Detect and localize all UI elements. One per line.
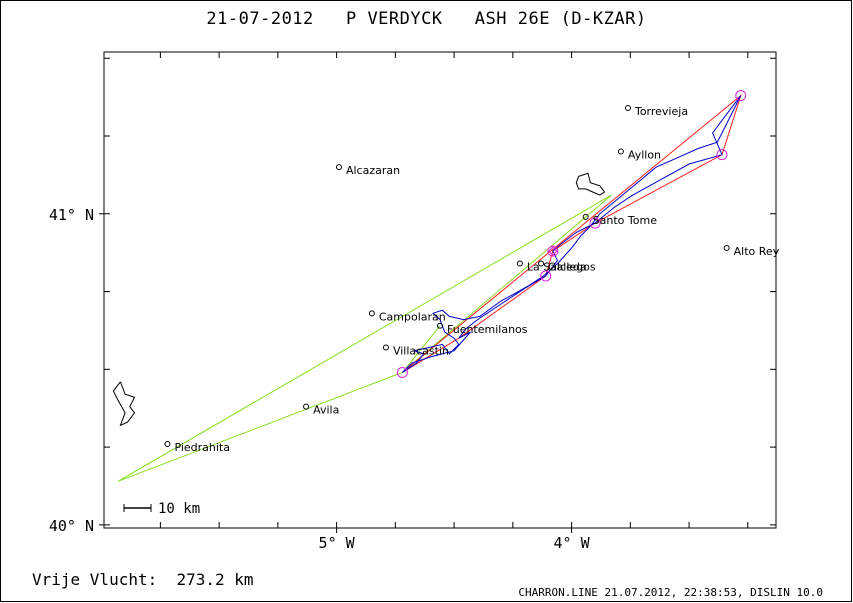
turnpoint-marker (716, 149, 728, 161)
scale-bar-label: 10 km (158, 501, 200, 517)
lat-tick-label: 40° N (49, 517, 94, 535)
town-label: Gallegos (548, 261, 596, 274)
town-marker (437, 322, 443, 329)
town-label: Piedrahita (174, 441, 230, 454)
town-label: Torrevieja (634, 105, 688, 118)
lon-tick-label: 5° W (319, 534, 356, 552)
plot-border (103, 51, 777, 529)
town-marker (723, 245, 730, 251)
town-label: Fuentemilanos (447, 323, 528, 336)
town-label: La Salceda (527, 261, 587, 274)
turnpoint-marker (547, 245, 559, 257)
town-label: Villacastin (393, 345, 449, 358)
free-flight-lines (117, 194, 612, 482)
page-title: 21-07-2012 P VERDYCK ASH 26E (D-KZAR) (206, 9, 647, 29)
gps-track (402, 95, 742, 373)
town-marker (582, 213, 589, 220)
town-marker (624, 105, 631, 111)
turnpoint-marker (589, 217, 601, 229)
town-label: Campolaran (379, 310, 446, 323)
town-marker (617, 148, 624, 155)
start-marker (548, 246, 558, 256)
lon-tick-label: 4° W (554, 534, 591, 552)
town-label: Avila (313, 404, 339, 417)
town-marker (382, 344, 389, 351)
reservoir-outline-east (575, 172, 606, 196)
reservoir-outline-west (112, 381, 136, 427)
turnpoint-marker (396, 366, 408, 378)
turnpoint-marker (735, 90, 747, 102)
turnpoint-marker (540, 270, 552, 282)
town-label: Santo Tome (593, 214, 658, 227)
town-marker (538, 260, 545, 267)
task-legs (402, 94, 742, 373)
lat-tick-label: 41° N (49, 206, 94, 224)
town-label: Alto Rey (734, 245, 780, 258)
town-label: Ayllon (628, 149, 661, 162)
town-marker (368, 310, 375, 317)
footer-credits: CHARRON.LINE 21.07.2012, 22:38:53, DISLI… (518, 586, 823, 599)
free-flight-distance: Vrije Vlucht: 273.2 km (32, 570, 254, 589)
town-marker (303, 403, 310, 410)
town-label: Alcazaran (346, 164, 400, 177)
town-marker (164, 441, 171, 447)
map-plot-area: 41° N 40° N 5° W 4° W Torrevieja Ayllon Alcaza… (49, 51, 780, 552)
town-marker (516, 260, 523, 267)
town-marker (335, 164, 342, 171)
